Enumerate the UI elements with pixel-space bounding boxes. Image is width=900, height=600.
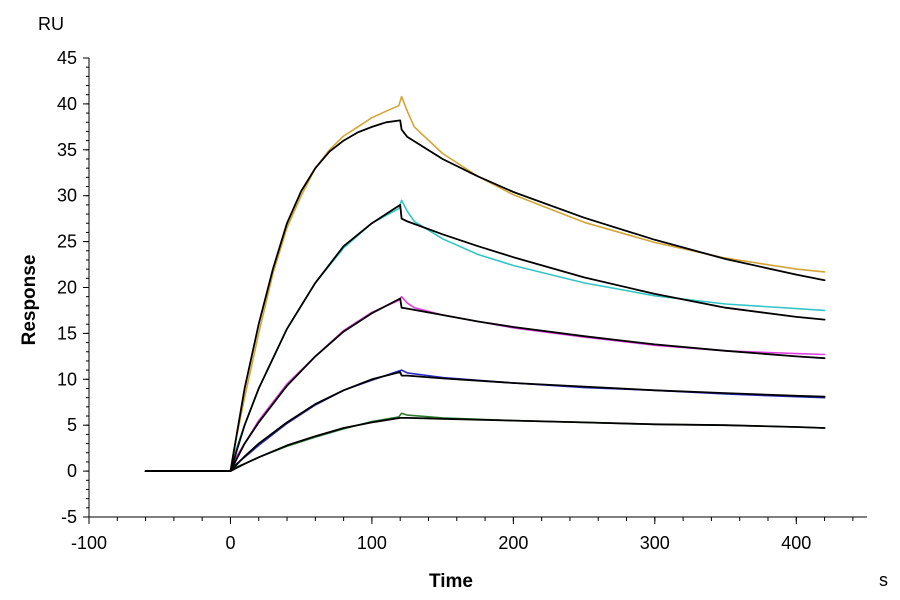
y-tick-label: 45 [57,48,77,68]
series-line-fit-1 [144,119,826,472]
series-line-fit-5 [144,417,826,472]
x-tick-label: 0 [225,533,235,553]
y-tick-label: 10 [57,369,77,389]
series-line-fit-3 [144,297,826,472]
y-tick-label: 0 [67,461,77,481]
x-tick-label: -100 [71,533,107,553]
y-tick-label: 25 [57,232,77,252]
series-layer [144,95,826,472]
y-tick-label: 35 [57,140,77,160]
y-axis-title: Response [19,255,40,346]
x-tick-label: 100 [357,533,387,553]
y-tick-label: 30 [57,186,77,206]
series-line-fit-2 [144,204,826,472]
y-tick-label: 5 [67,415,77,435]
y-unit-label: RU [38,14,64,34]
series-line-fit-4 [144,371,826,472]
x-tick-label: 400 [781,533,811,553]
series-line-measured-1 [144,95,826,472]
series-line-measured-2 [144,199,826,472]
x-tick-label: 300 [640,533,670,553]
x-axis-title: Time [429,571,473,592]
y-tick-label: 15 [57,323,77,343]
y-tick-label: 40 [57,94,77,114]
y-tick-label: 20 [57,278,77,298]
x-unit-label: s [879,570,888,590]
x-tick-label: 200 [498,533,528,553]
y-tick-label: -5 [61,507,77,527]
axes: -5 0 5 10 15 20 25 30 35 40 45 -100 0 100 200 300 400 [57,48,867,553]
